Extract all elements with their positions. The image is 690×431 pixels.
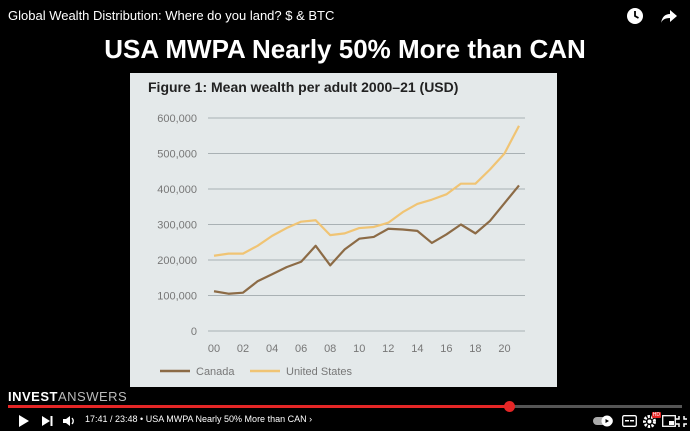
x-tick-label: 06 xyxy=(295,343,307,355)
share-icon[interactable] xyxy=(658,5,680,27)
x-tick-label: 18 xyxy=(469,343,481,355)
x-tick-label: 14 xyxy=(411,343,423,355)
y-tick-label: 500,000 xyxy=(157,149,197,161)
watermark-invest: INVEST xyxy=(8,389,58,404)
y-tick-label: 400,000 xyxy=(157,184,197,196)
top-right-actions xyxy=(624,5,680,27)
settings-icon[interactable]: HD xyxy=(640,412,661,430)
y-tick-label: 300,000 xyxy=(157,220,197,232)
next-icon[interactable] xyxy=(38,412,56,430)
y-tick-label: 0 xyxy=(191,326,197,338)
clock-icon[interactable] xyxy=(624,5,646,27)
legend-label: Canada xyxy=(196,366,235,378)
series-line-united-states xyxy=(213,125,520,257)
volume-icon[interactable] xyxy=(60,412,78,430)
chart-title: Figure 1: Mean wealth per adult 2000–21 … xyxy=(148,79,458,95)
x-tick-label: 20 xyxy=(498,343,510,355)
time-and-chapter[interactable]: 17:41 / 23:48 • USA MWPA Nearly 50% More… xyxy=(85,414,313,424)
autoplay-toggle-icon[interactable] xyxy=(592,412,614,430)
watermark-answers: ANSWERS xyxy=(57,389,128,404)
progress-bar[interactable] xyxy=(8,401,682,412)
x-tick-label: 10 xyxy=(353,343,365,355)
x-tick-label: 08 xyxy=(324,343,336,355)
y-tick-label: 200,000 xyxy=(157,255,197,267)
x-tick-label: 04 xyxy=(266,343,278,355)
y-tick-label: 100,000 xyxy=(157,291,197,303)
x-tick-label: 16 xyxy=(440,343,452,355)
subtitles-icon[interactable] xyxy=(620,412,638,430)
wealth-line-chart: Figure 1: Mean wealth per adult 2000–21 … xyxy=(148,79,525,378)
x-tick-label: 02 xyxy=(237,343,249,355)
chart-legend: Canada United States xyxy=(160,366,353,378)
series-lines xyxy=(213,125,520,295)
video-title[interactable]: Global Wealth Distribution: Where do you… xyxy=(8,8,335,23)
series-line-canada xyxy=(213,184,520,295)
chart-panel: Figure 1: Mean wealth per adult 2000–21 … xyxy=(130,73,557,387)
y-tick-label: 600,000 xyxy=(157,113,197,125)
miniplayer-icon[interactable] xyxy=(660,412,678,430)
legend-label: United States xyxy=(286,366,353,378)
hd-badge: HD xyxy=(651,412,661,418)
channel-watermark: INVESTANSWERS xyxy=(8,389,127,404)
player-controls: 17:41 / 23:48 • USA MWPA Nearly 50% More… xyxy=(0,410,690,431)
slide-title: USA MWPA Nearly 50% More than CAN xyxy=(104,34,586,64)
play-icon[interactable] xyxy=(14,412,32,430)
x-tick-label: 00 xyxy=(208,343,220,355)
progress-fill xyxy=(8,405,509,408)
x-axis-tick-labels: 00 02 04 06 08 10 12 14 16 18 20 xyxy=(208,343,511,355)
x-tick-label: 12 xyxy=(382,343,394,355)
progress-scrubber[interactable] xyxy=(503,401,515,412)
exit-fullscreen-icon[interactable] xyxy=(674,412,688,430)
y-axis-tick-labels: 0 100,000 200,000 300,000 400,000 500,000 600,… xyxy=(157,113,197,338)
chart-gridlines xyxy=(208,117,525,332)
